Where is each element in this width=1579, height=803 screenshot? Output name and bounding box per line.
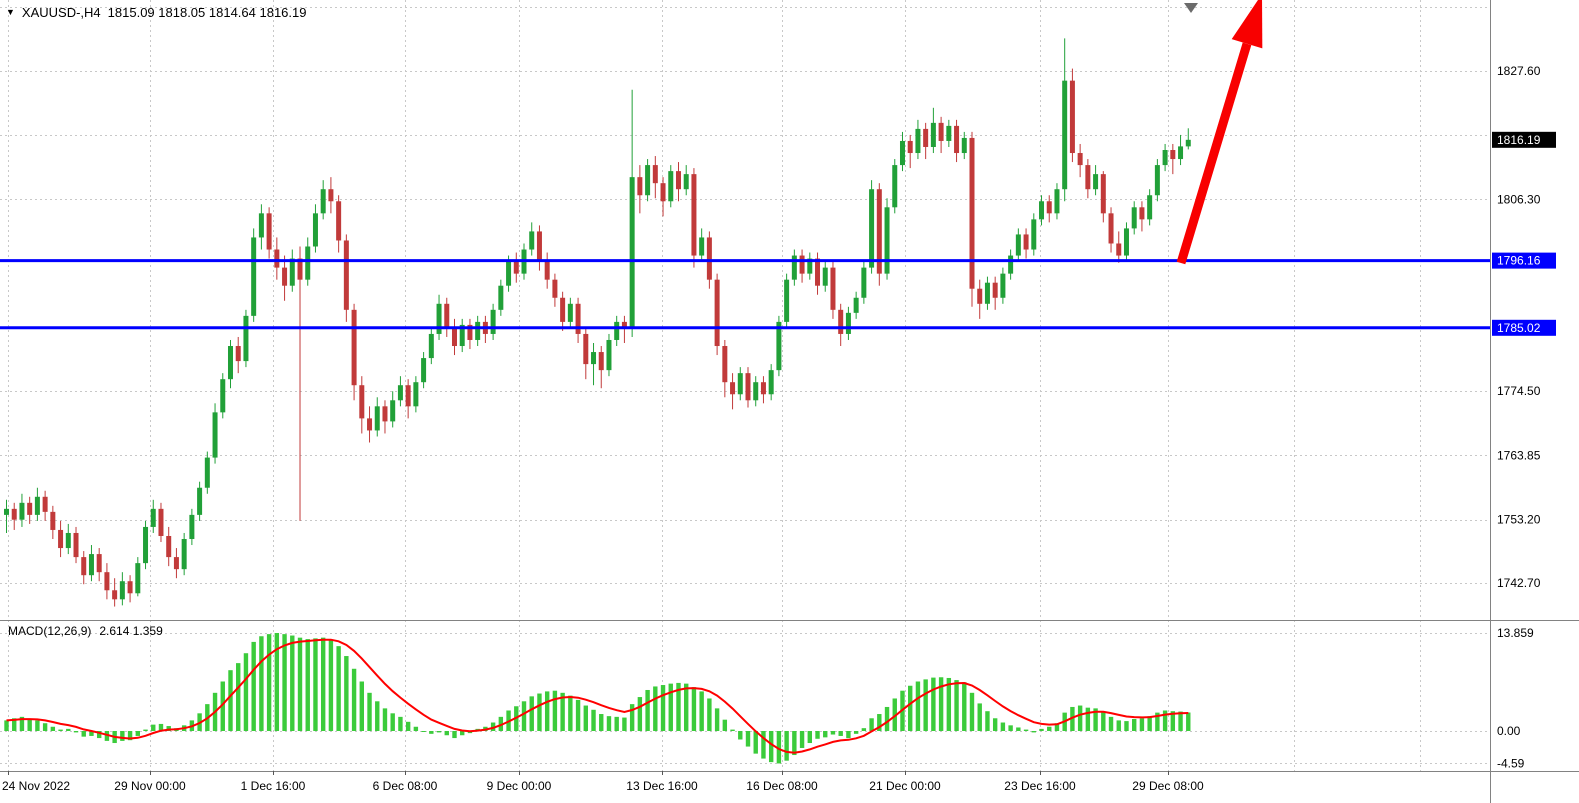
macd-scale-label: 0.00 bbox=[1497, 724, 1521, 738]
price-badge-label: 1785.02 bbox=[1497, 321, 1541, 335]
price-tick-label: 1763.85 bbox=[1497, 448, 1541, 462]
price-tick-label: 1827.60 bbox=[1497, 64, 1541, 78]
level-price-badge: 1796.16 bbox=[1492, 252, 1556, 269]
price-tick-label: 1806.30 bbox=[1497, 192, 1541, 206]
time-tick-label: 16 Dec 08:00 bbox=[746, 779, 818, 793]
time-tick-label: 1 Dec 16:00 bbox=[241, 779, 306, 793]
time-tick-label: 21 Dec 00:00 bbox=[869, 779, 941, 793]
time-tick-label: 9 Dec 00:00 bbox=[487, 779, 552, 793]
current-price-badge: 1816.19 bbox=[1492, 131, 1556, 148]
chart-shift-marker[interactable] bbox=[1184, 3, 1198, 13]
time-axis: 24 Nov 2022 29 Nov 00:00 1 Dec 16:00 6 Dec … bbox=[2, 771, 1204, 793]
price-badge-label: 1796.16 bbox=[1497, 254, 1541, 268]
grid-lines bbox=[0, 0, 1490, 771]
time-tick-label: 23 Dec 16:00 bbox=[1004, 779, 1076, 793]
macd-signal-line bbox=[6, 638, 1189, 754]
price-tick-label: 1774.50 bbox=[1497, 384, 1541, 398]
time-tick-label: 29 Nov 00:00 bbox=[114, 779, 186, 793]
time-tick-label: 24 Nov 2022 bbox=[2, 779, 70, 793]
time-tick-label: 13 Dec 16:00 bbox=[626, 779, 698, 793]
macd-scale-label: 13.859 bbox=[1497, 626, 1534, 640]
price-axis: 1827.60 1816.19 1806.30 1796.16 1785.02 1774.… bbox=[1492, 64, 1556, 770]
price-tick-label: 1753.20 bbox=[1497, 513, 1541, 527]
time-tick-label: 29 Dec 08:00 bbox=[1132, 779, 1204, 793]
time-tick-label: 6 Dec 08:00 bbox=[373, 779, 438, 793]
trend-arrow[interactable] bbox=[1176, 0, 1263, 265]
price-tick-label: 1742.70 bbox=[1497, 576, 1541, 590]
price-badge-label: 1816.19 bbox=[1497, 133, 1541, 147]
macd-scale-label: -4.59 bbox=[1497, 756, 1525, 770]
level-price-badge: 1785.02 bbox=[1492, 319, 1556, 336]
